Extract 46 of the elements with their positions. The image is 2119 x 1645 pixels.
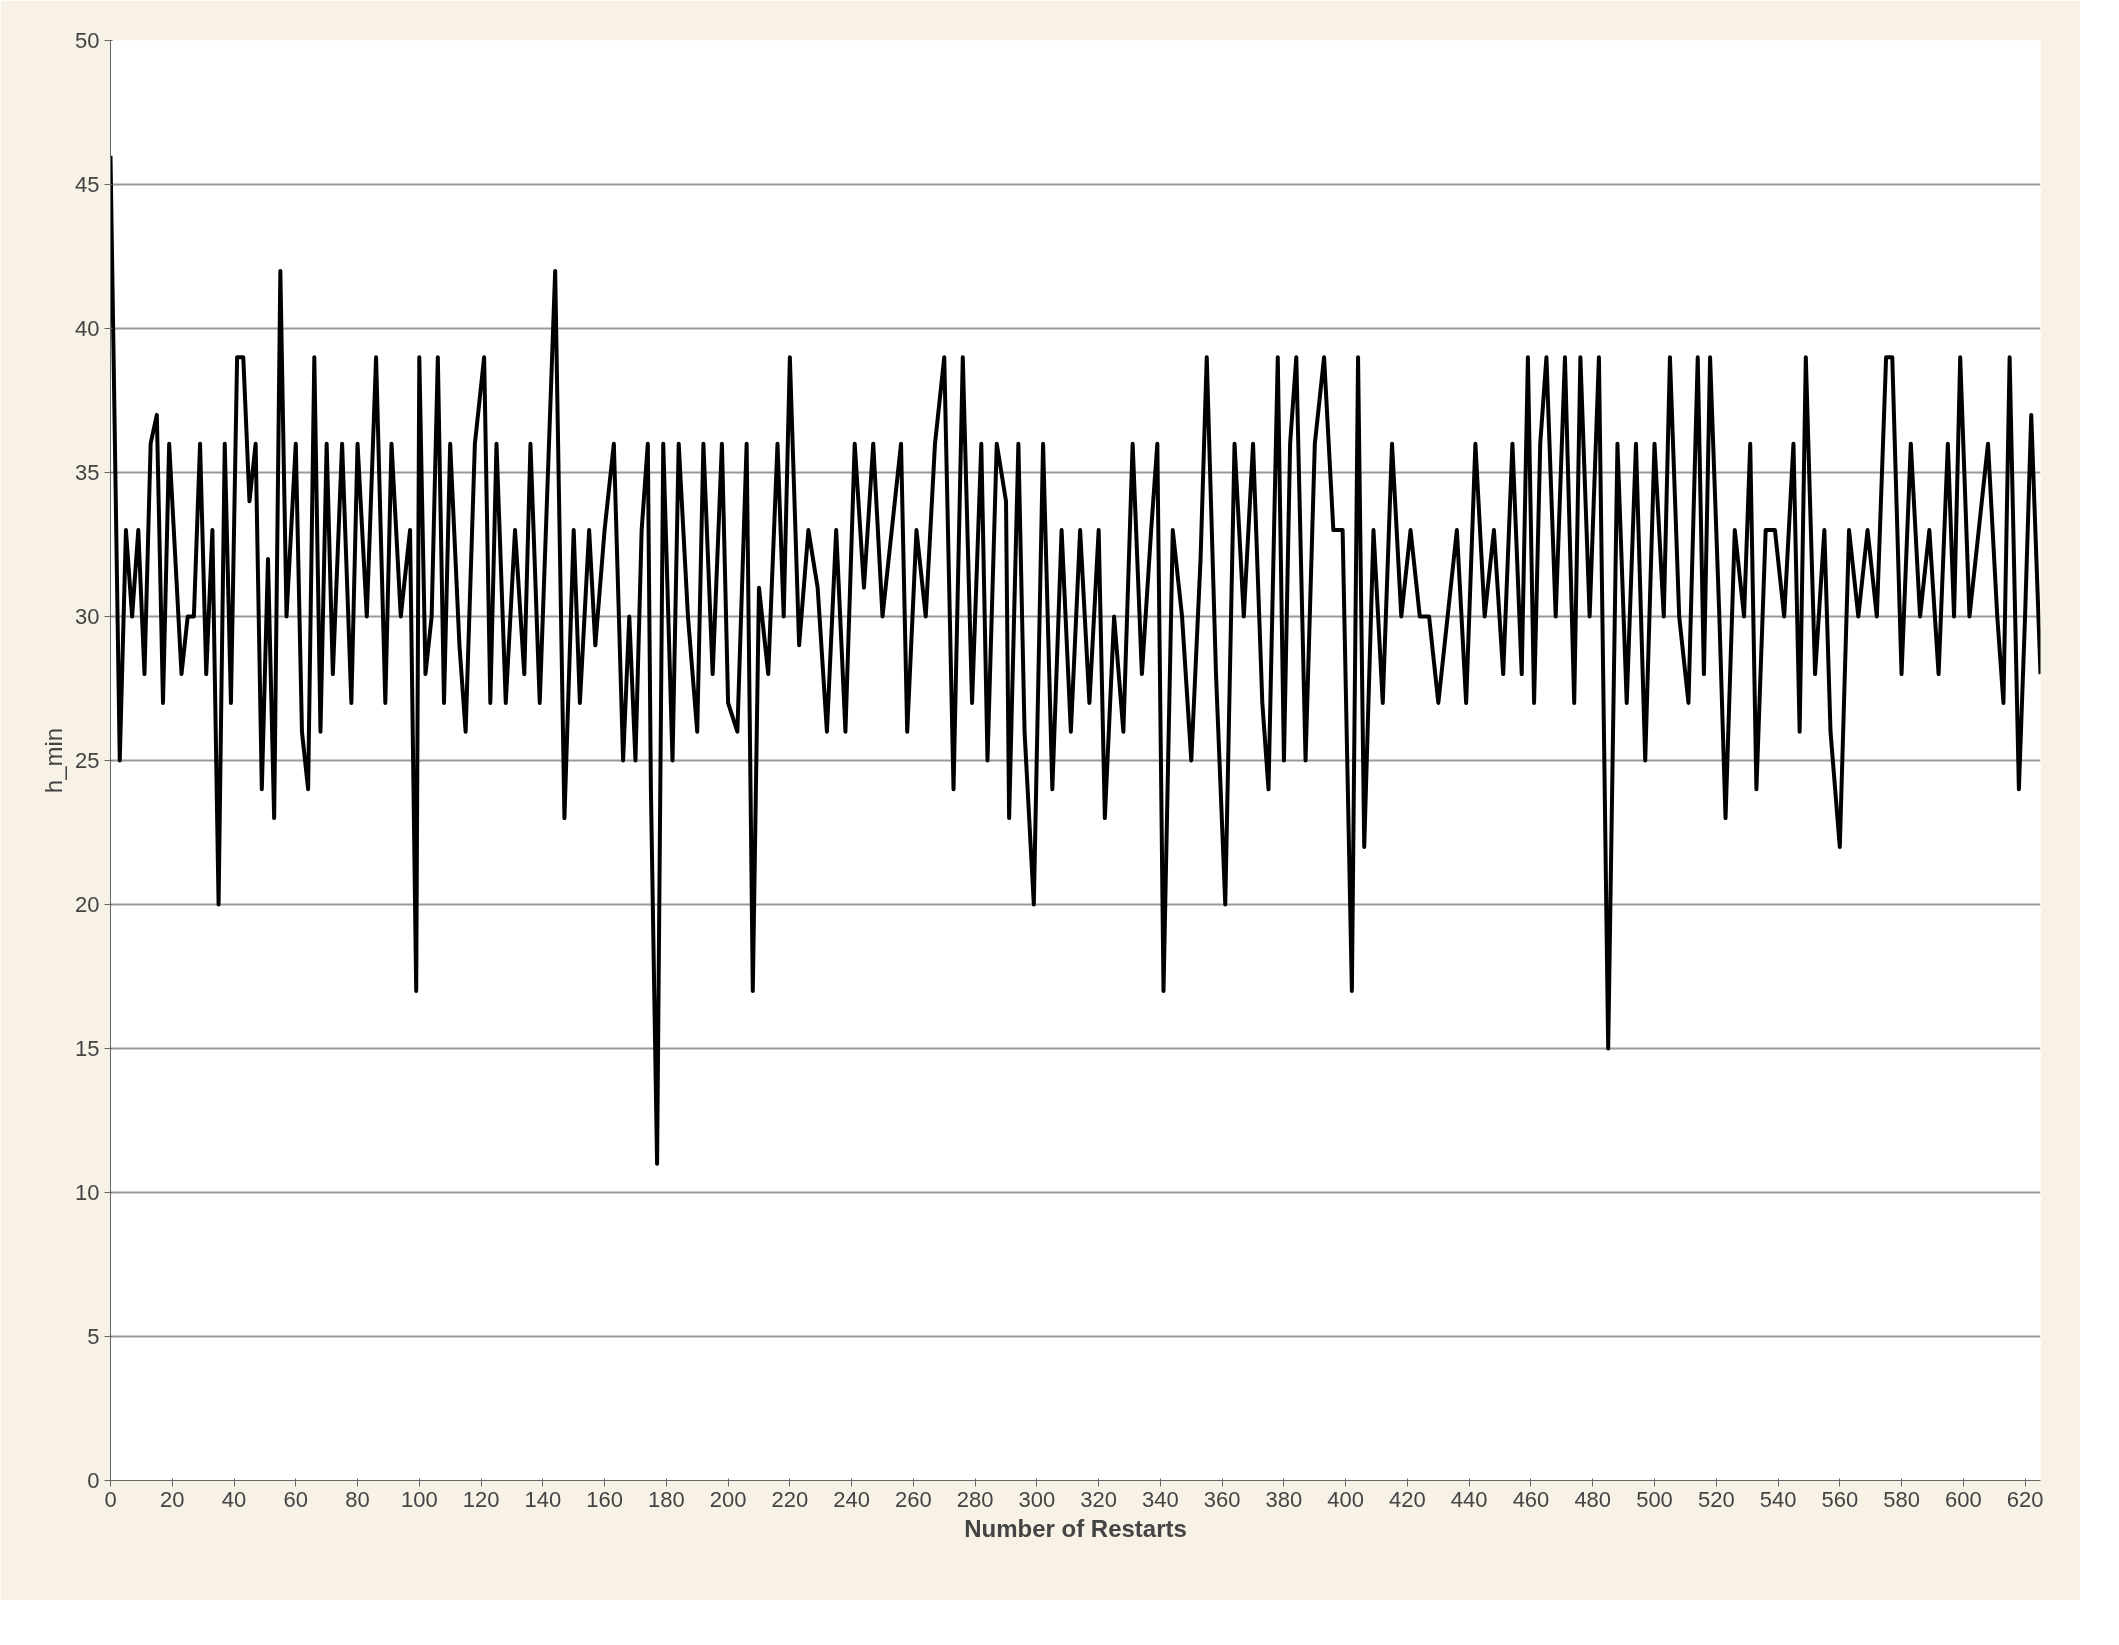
x-tick-label: 120 bbox=[462, 1486, 500, 1512]
x-tick-label: 240 bbox=[833, 1486, 870, 1512]
y-tick-label: 10 bbox=[75, 1180, 100, 1205]
x-tick-label: 180 bbox=[647, 1486, 685, 1512]
x-tick-label: 400 bbox=[1327, 1486, 1365, 1512]
x-tick-label: 560 bbox=[1821, 1486, 1859, 1512]
x-tick-label: 620 bbox=[2006, 1486, 2044, 1512]
x-axis-title: Number of Restarts bbox=[964, 1514, 1187, 1542]
x-tick-label: 0 bbox=[104, 1486, 117, 1512]
x-tick-label: 480 bbox=[1574, 1486, 1612, 1512]
x-tick-label: 460 bbox=[1512, 1486, 1550, 1512]
y-tick-label: 0 bbox=[87, 1468, 100, 1493]
x-tick-label: 420 bbox=[1389, 1486, 1426, 1512]
x-tick-label: 100 bbox=[400, 1486, 438, 1512]
y-tick-label: 50 bbox=[75, 28, 100, 53]
x-tick-label: 600 bbox=[1944, 1486, 1982, 1512]
x-tick-label: 500 bbox=[1636, 1486, 1673, 1512]
x-tick-label: 140 bbox=[524, 1486, 562, 1512]
x-tick-label: 520 bbox=[1697, 1486, 1735, 1512]
x-tick-label: 60 bbox=[283, 1486, 309, 1512]
y-tick-label: 5 bbox=[87, 1324, 100, 1349]
x-tick-label: 360 bbox=[1203, 1486, 1241, 1512]
x-tick-label: 300 bbox=[1018, 1486, 1056, 1512]
x-tick-label: 80 bbox=[345, 1486, 370, 1512]
line-series bbox=[110, 153, 2041, 1166]
y-tick-label: 25 bbox=[75, 748, 100, 773]
x-tick-label: 440 bbox=[1450, 1486, 1488, 1512]
y-tick-label: 15 bbox=[75, 1036, 100, 1061]
y-tick-label: 35 bbox=[75, 460, 100, 485]
x-tick-label: 580 bbox=[1883, 1486, 1920, 1512]
y-tick-label: 20 bbox=[75, 892, 100, 917]
x-tick-label: 260 bbox=[895, 1486, 932, 1512]
x-tick-label: 380 bbox=[1265, 1486, 1303, 1512]
x-tick-label: 540 bbox=[1759, 1486, 1797, 1512]
x-tick-label: 20 bbox=[160, 1486, 185, 1512]
x-tick-label: 340 bbox=[1142, 1486, 1179, 1512]
y-tick-label: 30 bbox=[75, 604, 100, 629]
x-tick-label: 160 bbox=[586, 1486, 623, 1512]
x-tick-label: 280 bbox=[956, 1486, 994, 1512]
y-tick-label: 40 bbox=[75, 316, 100, 341]
x-tick-label: 220 bbox=[771, 1486, 809, 1512]
x-tick-label: 40 bbox=[221, 1486, 247, 1512]
x-tick-label: 320 bbox=[1080, 1486, 1118, 1512]
y-axis-title: h_min bbox=[40, 727, 68, 794]
y-tick-label: 45 bbox=[75, 172, 100, 197]
x-tick-label: 200 bbox=[709, 1486, 747, 1512]
